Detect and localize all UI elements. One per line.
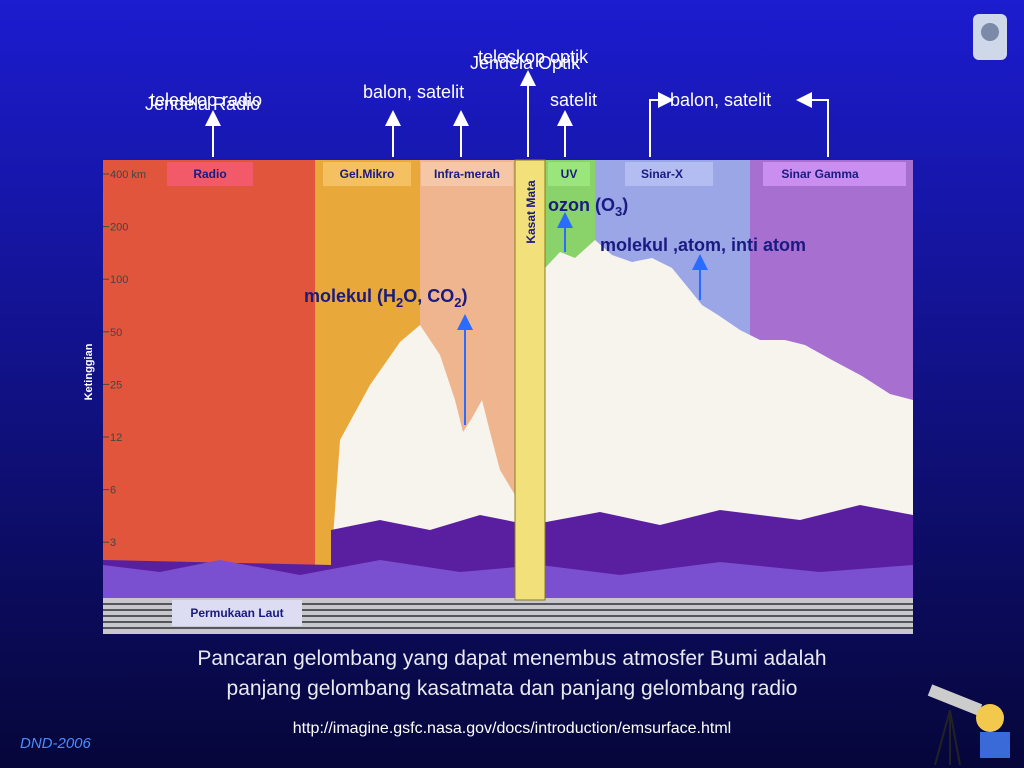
- annotation-subscript: 2: [396, 295, 403, 310]
- annotation-subscript: 2: [454, 295, 461, 310]
- band-label: Sinar-X: [641, 167, 683, 181]
- annotation: ozon (O3): [548, 195, 628, 219]
- astronomer-cartoon: [927, 684, 1010, 766]
- band-label: Sinar Gamma: [781, 167, 859, 181]
- tick-label: 100: [110, 274, 128, 286]
- annotation-text: ozon (O: [548, 195, 615, 215]
- source-url: http://imagine.gsfc.nasa.gov/docs/introd…: [293, 720, 731, 737]
- header-arrows: [205, 70, 829, 157]
- tick-label: 200: [110, 222, 128, 234]
- band-tags: [167, 162, 906, 186]
- header-label: Jendela Radio: [145, 94, 260, 114]
- header-label: teleskop radio: [150, 90, 262, 110]
- annotation-text: O, CO: [403, 286, 454, 306]
- annotation-text: ): [462, 286, 468, 306]
- annotation-arrows: [457, 212, 708, 425]
- tick-label: 12: [110, 432, 122, 444]
- annotation-subscript: 3: [615, 204, 622, 219]
- header-label: balon, satelit: [363, 82, 464, 102]
- band-label: Radio: [193, 167, 226, 181]
- annotation-text: ): [622, 195, 628, 215]
- tick-label: 6: [110, 485, 116, 497]
- annotation: molekul ,atom, inti atom: [600, 235, 806, 255]
- annotation-text: molekul (H: [304, 286, 396, 306]
- tick-label: 50: [110, 327, 122, 339]
- tick-label: 25: [110, 379, 122, 391]
- logo: [973, 14, 1007, 60]
- band-label: UV: [561, 167, 578, 181]
- tick-label: 3: [110, 537, 116, 549]
- header-label: teleskop optik: [478, 47, 589, 67]
- header-label: satelit: [550, 90, 597, 110]
- band-label: Gel.Mikro: [340, 167, 395, 181]
- spectrum-image: [103, 159, 913, 634]
- caption: panjang gelombang kasatmata dan panjang …: [227, 677, 798, 700]
- header-label: Jendela Optik: [470, 53, 581, 73]
- header-label: balon, satelit: [670, 90, 771, 110]
- annotation: molekul (H2O, CO2): [304, 286, 468, 310]
- caption: Pancaran gelombang yang dapat menembus a…: [197, 647, 826, 670]
- band-label: Infra-merah: [434, 167, 500, 181]
- axis-title: Ketinggian: [83, 343, 95, 400]
- axis-ticks: 400 km 200 100 50 25 12 6 3: [103, 169, 146, 549]
- credit: DND-2006: [20, 735, 92, 752]
- tick-label: 400 km: [110, 169, 146, 181]
- surface-label: Permukaan Laut: [190, 606, 283, 620]
- band-label: Kasat Mata: [524, 180, 538, 244]
